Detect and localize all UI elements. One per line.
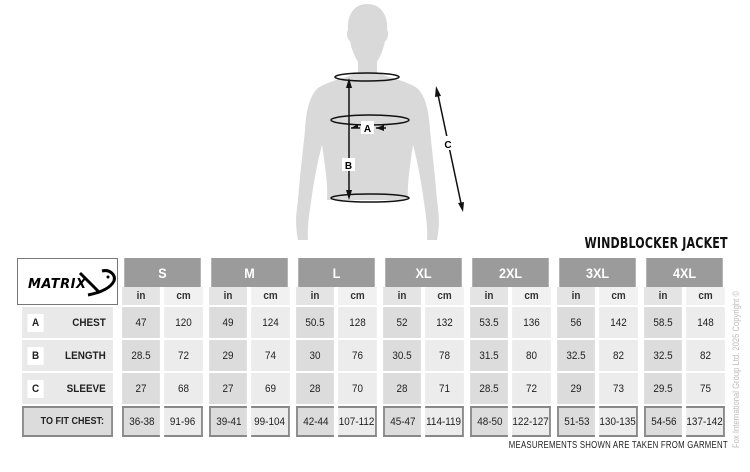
value-cm: 74 [251,340,290,371]
value-cm: 136 [512,307,551,338]
row-label-chest: A CHEST [22,307,113,338]
size-header-l: L [298,258,375,287]
fit-value-in: 36-38 [122,406,160,437]
value-in: 28.5 [470,373,508,404]
fit-chest-label: TO FIT CHEST: [22,406,113,437]
measure-letter: C [27,379,44,398]
size-header-s: S [124,258,201,287]
unit-cm-header: cm [686,287,725,305]
unit-cm-header: cm [425,287,464,305]
row-label-length: B LENGTH [22,340,113,371]
fit-value-in: 51-53 [557,406,595,437]
value-cm: 124 [251,307,290,338]
unit-in-header: in [470,287,508,305]
label-a: A [364,124,371,135]
value-in: 27 [209,373,247,404]
value-cm: 82 [599,340,638,371]
unit-in-header: in [557,287,595,305]
size-header-2xl: 2XL [472,258,549,287]
value-cm: 72 [164,340,203,371]
fit-value-in: 54-56 [644,406,682,437]
value-in: 47 [122,307,160,338]
value-cm: 80 [512,340,551,371]
measure-name: CHEST [72,316,106,329]
product-title: WINDBLOCKER JACKET [584,234,728,252]
value-cm: 132 [425,307,464,338]
fit-value-cm: 99-104 [251,406,290,437]
value-in: 31.5 [470,340,508,371]
fit-value-cm: 91-96 [164,406,203,437]
value-in: 56 [557,307,595,338]
brand-text: MATRIX [28,277,87,292]
fit-value-in: 45-47 [383,406,421,437]
matrix-logo: MATRIX [17,258,118,305]
fit-value-cm: 130-135 [599,406,638,437]
value-cm: 120 [164,307,203,338]
fit-value-cm: 114-119 [425,406,464,437]
label-c: C [444,140,451,151]
value-in: 32.5 [644,340,682,371]
size-header-xl: XL [385,258,462,287]
size-header-3xl: 3XL [559,258,636,287]
fit-value-in: 48-50 [470,406,508,437]
value-in: 30 [296,340,334,371]
value-cm: 68 [164,373,203,404]
value-in: 27 [122,373,160,404]
measure-name: SLEEVE [66,382,106,395]
label-b: B [345,161,352,172]
size-header-m: M [211,258,288,287]
unit-in-header: in [296,287,334,305]
value-cm: 70 [338,373,377,404]
value-cm: 128 [338,307,377,338]
value-cm: 73 [599,373,638,404]
fit-value-cm: 107-112 [338,406,377,437]
value-in: 29.5 [644,373,682,404]
unit-in-header: in [209,287,247,305]
body-measurement-diagram: A B C [296,4,464,240]
value-cm: 72 [512,373,551,404]
value-in: 28 [296,373,334,404]
value-in: 53.5 [470,307,508,338]
value-cm: 78 [425,340,464,371]
unit-cm-header: cm [599,287,638,305]
unit-in-header: in [122,287,160,305]
size-header-4xl: 4XL [646,258,723,287]
fit-value-in: 39-41 [209,406,247,437]
value-cm: 69 [251,373,290,404]
value-in: 29 [209,340,247,371]
value-cm: 75 [686,373,725,404]
measure-letter: A [27,313,44,332]
value-in: 32.5 [557,340,595,371]
value-in: 30.5 [383,340,421,371]
unit-cm-header: cm [512,287,551,305]
measure-name: LENGTH [65,349,106,362]
value-cm: 82 [686,340,725,371]
measure-letter: B [27,346,44,365]
value-in: 50.5 [296,307,334,338]
row-label-sleeve: C SLEEVE [22,373,113,404]
measurement-note: MEASUREMENTS SHOWN ARE TAKEN FROM GARMEN… [508,440,728,451]
value-cm: 148 [686,307,725,338]
fit-value-in: 42-44 [296,406,334,437]
unit-cm-header: cm [251,287,290,305]
unit-cm-header: cm [164,287,203,305]
value-cm: 76 [338,340,377,371]
value-in: 29 [557,373,595,404]
value-in: 28 [383,373,421,404]
value-in: 28.5 [122,340,160,371]
value-in: 52 [383,307,421,338]
copyright-text: Fox International Group Ltd. 2025 Copyri… [731,290,741,448]
value-cm: 142 [599,307,638,338]
unit-in-header: in [383,287,421,305]
unit-cm-header: cm [338,287,377,305]
value-in: 49 [209,307,247,338]
value-cm: 71 [425,373,464,404]
value-in: 58.5 [644,307,682,338]
unit-in-header: in [644,287,682,305]
fit-value-cm: 122-127 [512,406,551,437]
fit-value-cm: 137-142 [686,406,725,437]
